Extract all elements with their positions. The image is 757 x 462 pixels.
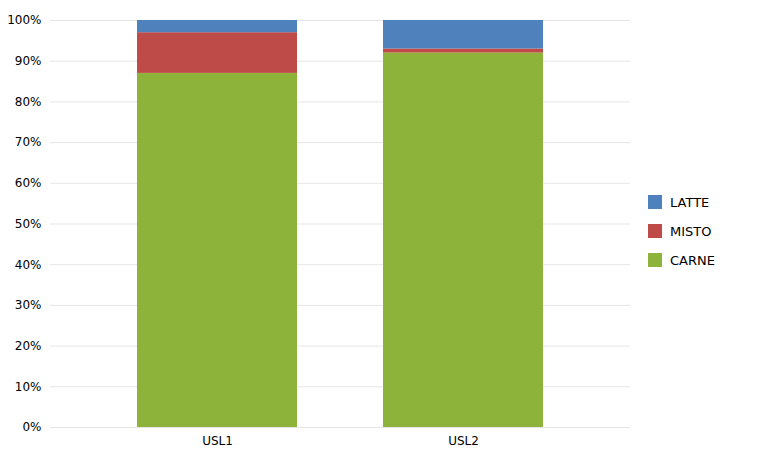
svg-text:0%: 0% [22, 420, 41, 434]
html-text:LATTE: LATTE [670, 194, 710, 210]
svg-text:30%: 30% [15, 298, 42, 312]
svg-text:50%: 50% [15, 217, 42, 231]
svg-text:40%: 40% [15, 258, 42, 272]
svg-text:10%: 10% [15, 380, 42, 394]
svg-text:60%: 60% [15, 176, 42, 190]
svg-text:90%: 90% [15, 54, 42, 68]
html-text:CARNE: CARNE [670, 252, 715, 268]
svg-text:USL1: USL1 [202, 434, 233, 448]
svg-text:80%: 80% [15, 95, 42, 109]
svg-text:70%: 70% [15, 135, 42, 149]
svg-text:USL2: USL2 [448, 434, 479, 448]
html-text:MISTO: MISTO [670, 223, 712, 239]
svg-text:20%: 20% [15, 339, 42, 353]
svg-text:100%: 100% [7, 13, 41, 27]
